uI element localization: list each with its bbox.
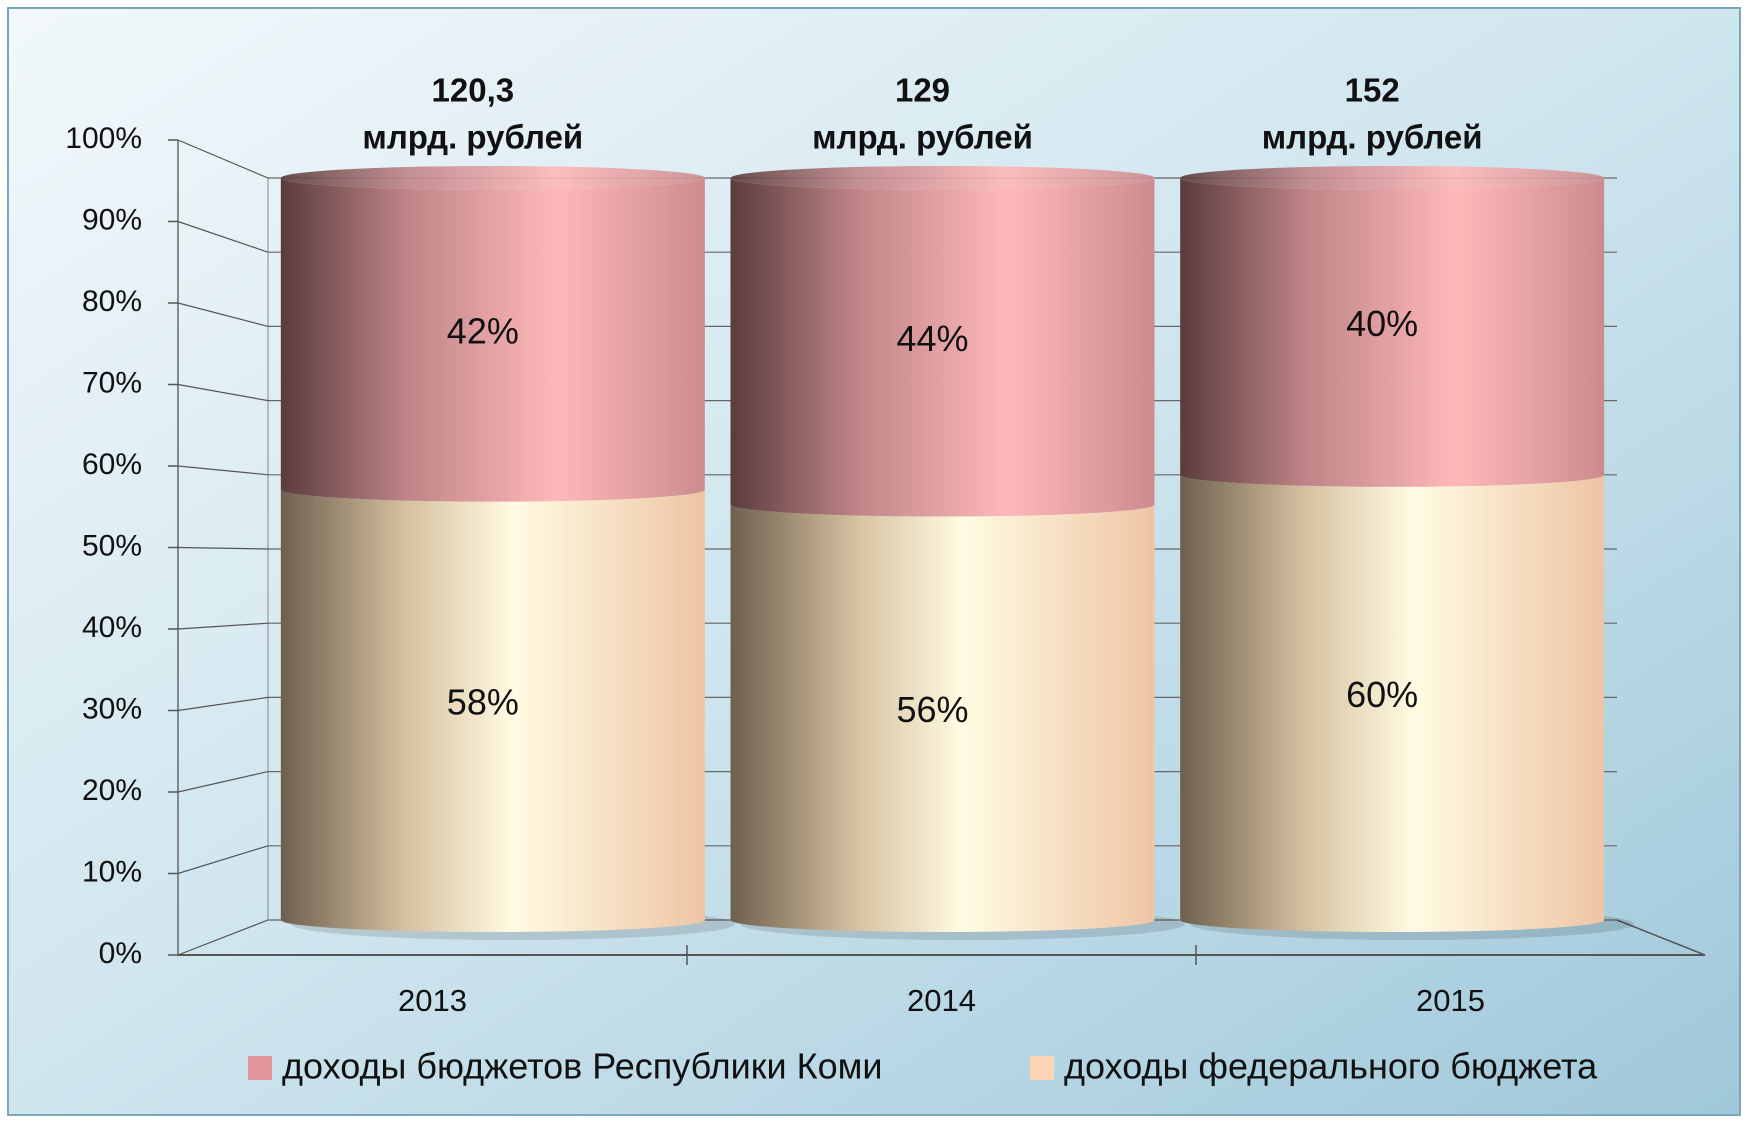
y-tick-label: 100%	[65, 122, 142, 155]
bar-top	[1180, 166, 1605, 190]
annotation: 120,3	[432, 72, 515, 109]
data-label: 44%	[896, 318, 968, 359]
data-label: 60%	[1346, 674, 1418, 715]
bar-segment	[730, 504, 1155, 933]
y-tick-label: 0%	[99, 937, 142, 970]
bar-top	[280, 166, 705, 190]
annotation: млрд. рублей	[812, 119, 1033, 156]
grid-line	[177, 622, 269, 630]
bar-segment	[1180, 178, 1605, 487]
grid-line	[177, 771, 269, 793]
x-tick-label: 2013	[398, 983, 467, 1018]
legend-swatch	[1030, 1056, 1054, 1080]
annotation: 129	[895, 72, 950, 109]
annotation: млрд. рублей	[1262, 119, 1483, 156]
axis-line	[1616, 919, 1706, 956]
x-tick-label: 2015	[1416, 983, 1485, 1018]
annotation: млрд. рублей	[362, 119, 583, 156]
y-tick-label: 10%	[82, 855, 142, 888]
bar-segment	[280, 178, 705, 502]
data-label: 56%	[896, 689, 968, 730]
bar-segment	[730, 178, 1155, 517]
bar-segment	[1180, 474, 1605, 933]
y-tick-label: 80%	[82, 285, 142, 318]
data-label: 42%	[447, 310, 519, 351]
grid-line	[177, 845, 269, 875]
grid-line	[177, 919, 269, 956]
grid-line	[177, 465, 269, 476]
grid-line	[177, 139, 269, 179]
y-tick-label: 60%	[82, 448, 142, 481]
grid-line	[177, 546, 269, 550]
y-tick-label: 40%	[82, 611, 142, 644]
grid-line	[177, 302, 269, 327]
x-tick-label: 2014	[907, 983, 976, 1018]
grid-line	[177, 383, 269, 402]
data-label: 58%	[447, 681, 519, 722]
legend-label: доходы федерального бюджета	[1064, 1046, 1598, 1087]
y-tick-label: 90%	[82, 203, 142, 236]
legend-label: доходы бюджетов Республики Коми	[282, 1046, 883, 1087]
legend-swatch	[248, 1056, 272, 1080]
y-tick-label: 50%	[82, 529, 142, 562]
bar-segment	[280, 489, 705, 933]
y-tick-label: 20%	[82, 774, 142, 807]
grid-line	[177, 220, 269, 253]
y-tick-label: 30%	[82, 692, 142, 725]
bar-top	[730, 166, 1155, 190]
annotation: 152	[1345, 72, 1400, 109]
grid-line	[177, 696, 269, 712]
y-tick-label: 70%	[82, 366, 142, 399]
data-label: 40%	[1346, 303, 1418, 344]
